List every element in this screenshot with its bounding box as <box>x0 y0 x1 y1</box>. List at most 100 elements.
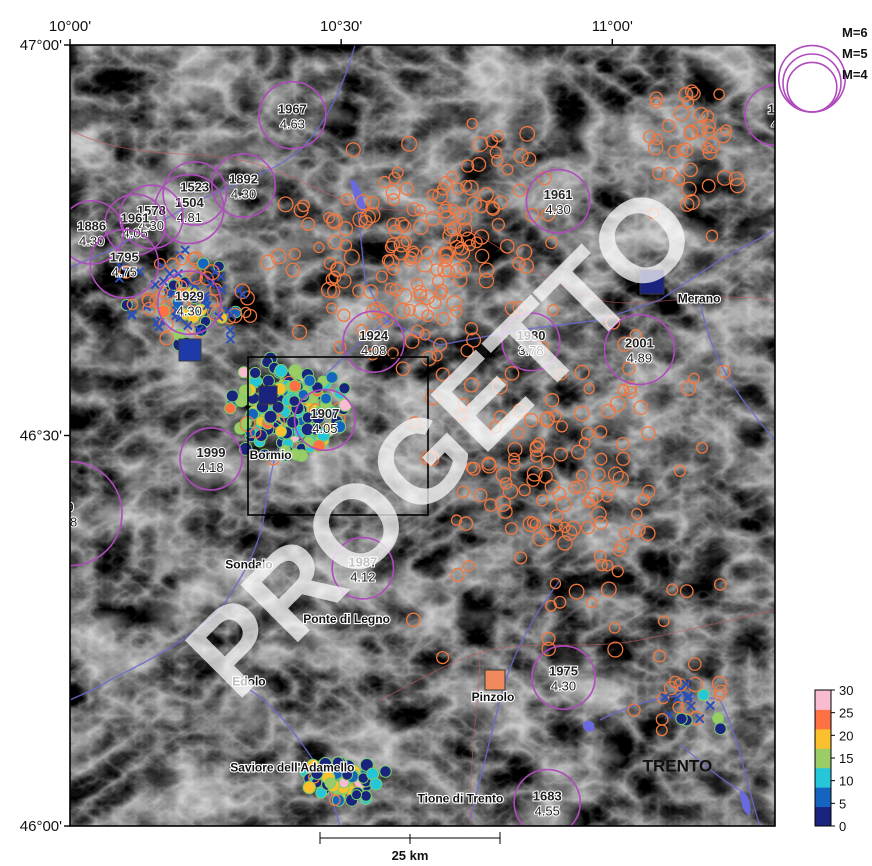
event-open-circle <box>519 125 536 142</box>
event-open-circle <box>387 263 400 276</box>
event-open-circle <box>393 236 410 253</box>
event-open-circle <box>470 236 483 249</box>
historical-event-year: 1961 <box>544 187 573 202</box>
historical-event-year: 9 <box>66 500 73 515</box>
event-open-circle <box>535 494 549 507</box>
historical-event-circle <box>293 388 356 451</box>
event-open-circle <box>381 254 395 267</box>
event-open-circle <box>421 350 437 367</box>
event-open-circle <box>175 253 188 266</box>
event-open-circle <box>473 229 490 245</box>
event-cross-marker <box>180 245 190 255</box>
event-open-circle <box>652 166 666 180</box>
event-open-circle <box>355 194 372 211</box>
event-cross-marker <box>116 262 126 272</box>
event-open-circle <box>463 377 479 393</box>
event-cross-marker <box>200 294 211 305</box>
event-open-circle <box>701 178 716 193</box>
event-open-circle <box>680 700 696 715</box>
event-open-circle <box>593 515 608 530</box>
event-open-circle <box>679 584 694 599</box>
event-filled-circle <box>325 371 339 384</box>
event-filled-circle <box>225 389 239 403</box>
map-body: 19674.6318924.30152315044.8115784.301961… <box>66 45 778 826</box>
event-cross-marker <box>686 701 696 711</box>
historical-event-circle <box>154 173 225 245</box>
event-open-circle <box>627 703 641 717</box>
event-open-circle <box>692 121 708 137</box>
event-open-circle <box>683 162 698 178</box>
event-open-circle <box>551 486 566 501</box>
event-open-circle <box>345 142 361 158</box>
event-open-circle <box>581 520 595 535</box>
event-open-circle <box>673 105 690 122</box>
historical-event-circle <box>342 310 405 374</box>
event-open-circle <box>541 631 556 646</box>
place-label: Pinzolo <box>472 690 515 704</box>
event-open-circle <box>293 202 309 218</box>
event-open-circle <box>555 496 572 513</box>
event-open-circle <box>565 520 582 536</box>
event-open-circle <box>431 350 443 362</box>
event-cross-marker <box>705 700 716 711</box>
event-cross-marker <box>683 691 694 701</box>
event-open-circle <box>586 596 598 609</box>
event-cross-marker <box>171 306 182 316</box>
historical-event-magnitude: 4.18 <box>198 460 223 475</box>
event-open-circle <box>462 560 475 572</box>
event-open-circle <box>450 567 465 583</box>
historical-event-magnitude: 4.12 <box>350 569 375 584</box>
historical-event-year: 1924 <box>359 328 389 343</box>
event-open-circle <box>366 196 380 210</box>
event-open-circle <box>583 382 595 395</box>
event-open-circle <box>680 380 697 396</box>
event-open-circle <box>393 246 408 261</box>
event-open-circle <box>608 621 621 634</box>
event-open-circle <box>388 171 401 185</box>
event-open-circle <box>617 383 630 396</box>
study-area-box <box>247 356 429 516</box>
event-open-circle <box>696 441 709 454</box>
event-open-circle <box>466 461 481 476</box>
event-open-circle <box>419 328 431 341</box>
place-label: Tione di Trento <box>418 792 504 806</box>
depth-colorbar-tick-label: 0 <box>839 819 846 834</box>
event-open-circle <box>526 516 539 529</box>
event-filled-circle <box>289 448 302 461</box>
event-open-circle <box>453 244 471 261</box>
historical-event-year: 2001 <box>625 336 654 351</box>
historical-event-year: 1907 <box>310 406 339 421</box>
historical-event-year: 1886 <box>77 218 106 233</box>
place-label: Ponte di Legno <box>303 612 390 626</box>
historical-event-circle <box>744 84 775 147</box>
event-open-circle <box>673 173 686 186</box>
event-filled-circle <box>188 291 201 304</box>
event-cross-marker <box>175 312 185 323</box>
historical-event-circle <box>513 768 582 826</box>
lon-tick-label: 11°00' <box>592 18 633 35</box>
event-open-circle <box>549 577 562 590</box>
event-open-circle <box>641 426 656 441</box>
historical-earthquakes: 19674.6318924.30152315044.8115784.301961… <box>66 81 778 826</box>
historical-event-magnitude: 4 <box>771 116 778 131</box>
event-open-circle <box>549 409 562 423</box>
event-open-circle <box>187 251 201 265</box>
event-filled-circle <box>258 448 271 461</box>
event-open-circle <box>612 470 629 488</box>
event-filled-circle <box>338 382 351 395</box>
event-open-circle <box>616 451 631 466</box>
historical-event-magnitude: 4.75 <box>112 265 137 280</box>
lat-tick-label: 46°00' <box>20 818 62 835</box>
event-filled-circle <box>238 442 253 456</box>
magnitude-legend-label: M=4 <box>842 67 868 82</box>
event-open-circle <box>366 348 380 361</box>
event-open-circle <box>663 680 679 696</box>
event-cross-marker <box>158 276 169 287</box>
event-open-circle <box>458 516 474 531</box>
depth-colorbar-tick-label: 20 <box>839 728 853 743</box>
event-filled-circle <box>712 712 725 725</box>
event-open-circle <box>448 203 460 216</box>
place-label: Edolo <box>232 674 265 688</box>
event-filled-circle <box>332 420 347 434</box>
event-open-circle <box>499 238 515 254</box>
